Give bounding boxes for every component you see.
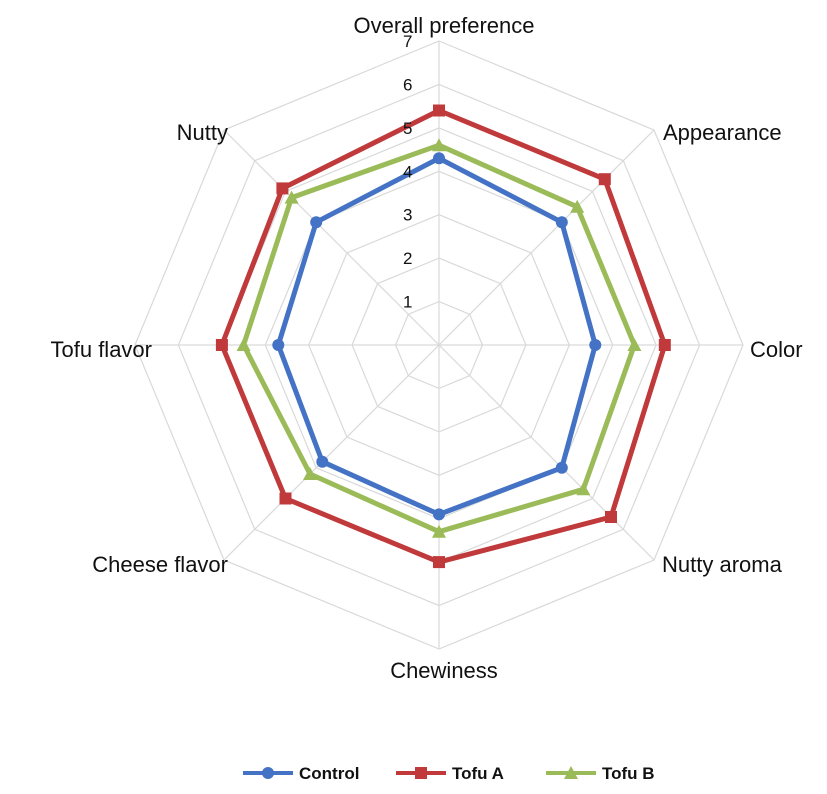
axis-label-5: Cheese flavor (92, 552, 228, 577)
radar-axis-lines (135, 41, 743, 649)
series-1-point-5 (279, 492, 292, 505)
axis-label-3: Nutty aroma (662, 552, 783, 577)
legend-label-2: Tofu B (602, 764, 655, 783)
series-1 (215, 104, 671, 569)
series-1-point-0 (433, 104, 445, 117)
axis-line-3 (438, 344, 655, 561)
tick-label-2: 2 (403, 249, 412, 268)
series-0-point-3 (555, 461, 568, 474)
series-1-point-6 (215, 339, 228, 351)
axis-label-2: Color (750, 337, 803, 362)
radial-tick-labels: 1 2 3 4 5 6 7 (403, 32, 412, 312)
series-0-point-4 (433, 508, 445, 521)
series-2-point-1 (570, 199, 585, 213)
legend-label-0: Control (299, 764, 359, 783)
legend-item-2: Tofu B (546, 764, 655, 783)
series-0 (272, 152, 602, 521)
axis-label-6: Tofu flavor (51, 337, 153, 362)
series-1-point-2 (658, 339, 671, 351)
series-2-point-6 (236, 338, 251, 351)
series-2-point-3 (576, 482, 591, 496)
series-0-point-2 (589, 339, 602, 351)
tick-label-7: 7 (403, 32, 412, 51)
series-1-point-7 (276, 182, 289, 195)
series-0-point-0 (433, 152, 445, 165)
axis-label-1: Appearance (663, 120, 782, 145)
series-2 (236, 138, 642, 538)
tick-label-3: 3 (403, 206, 412, 225)
axis-label-0: Overall preference (354, 13, 535, 38)
tick-label-5: 5 (403, 119, 412, 138)
legend-marker-1 (415, 767, 427, 779)
axis-line-1 (438, 129, 655, 346)
series-2-point-7 (284, 190, 299, 204)
series-1-point-1 (598, 173, 611, 186)
series-2-point-5 (303, 467, 317, 480)
tick-label-1: 1 (403, 293, 412, 312)
tick-label-4: 4 (403, 162, 412, 181)
axis-label-7: Nutty (177, 120, 228, 145)
legend-marker-0 (262, 767, 274, 779)
series-2-point-4 (432, 524, 446, 538)
series-0-point-6 (272, 339, 285, 351)
series-layer (215, 104, 671, 569)
legend-item-1: Tofu A (396, 764, 504, 783)
series-0-point-7 (310, 216, 323, 229)
axis-line-7 (223, 129, 440, 346)
series-1-point-4 (433, 556, 445, 569)
series-2-point-0 (432, 138, 446, 152)
legend-marker-2 (564, 766, 578, 779)
series-2-point-2 (627, 338, 642, 351)
legend-label-1: Tofu A (452, 764, 504, 783)
legend: Control Tofu A Tofu B (243, 764, 655, 783)
series-0-point-5 (316, 455, 329, 468)
series-0-point-1 (555, 216, 568, 229)
tick-label-6: 6 (403, 75, 412, 94)
legend-item-0: Control (243, 764, 359, 783)
series-1-point-3 (605, 511, 617, 523)
axis-label-4: Chewiness (390, 658, 498, 683)
axis-labels: Overall preference Appearance Color Nutty a… (51, 13, 803, 683)
axis-line-5 (223, 344, 440, 561)
